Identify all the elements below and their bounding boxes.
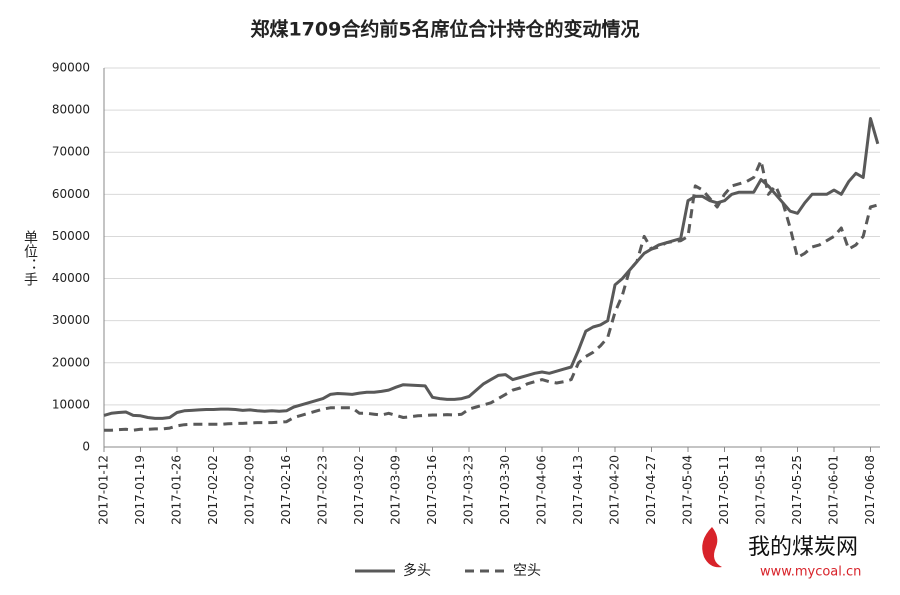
x-tick-label: 2017-04-20 xyxy=(608,455,622,525)
y-tick-label: 30000 xyxy=(52,313,90,327)
x-tick-label: 2017-05-18 xyxy=(754,455,768,525)
x-tick-label: 2017-05-11 xyxy=(717,455,731,525)
x-tick-label: 2017-04-06 xyxy=(535,455,549,525)
x-tick-label: 2017-03-23 xyxy=(462,455,476,525)
y-tick-label: 50000 xyxy=(52,229,90,243)
series-line xyxy=(103,117,880,420)
x-tick-label: 2017-02-02 xyxy=(206,455,220,525)
x-tick-label: 2017-06-01 xyxy=(827,455,841,525)
x-tick-label: 2017-04-13 xyxy=(571,455,585,525)
y-tick-label: 70000 xyxy=(52,145,90,159)
x-tick-label: 2017-03-30 xyxy=(498,455,512,525)
x-tick-label: 2017-01-26 xyxy=(170,455,184,525)
y-tick-label: 60000 xyxy=(52,187,90,201)
x-tick-label: 2017-02-09 xyxy=(243,455,257,525)
x-tick-label: 2017-02-23 xyxy=(316,455,330,525)
y-axis-label: 单位：手 xyxy=(22,230,38,287)
y-tick-label: 20000 xyxy=(52,355,90,369)
watermark-url: www.mycoal.cn xyxy=(760,565,861,580)
x-tick-label: 2017-04-27 xyxy=(644,455,658,525)
chart-title: 郑煤1709合约前5名席位合计持仓的变动情况 xyxy=(250,18,639,41)
watermark-name: 我的煤炭网 xyxy=(748,535,858,560)
y-tick-label: 10000 xyxy=(52,397,90,411)
y-tick-label: 90000 xyxy=(52,61,90,75)
x-tick-label: 2017-03-16 xyxy=(425,455,439,525)
legend-label: 空头 xyxy=(513,563,541,579)
x-tick-label: 2017-03-02 xyxy=(352,455,366,525)
x-tick-label: 2017-06-08 xyxy=(863,455,877,525)
y-tick-label: 0 xyxy=(82,440,90,454)
x-tick-label: 2017-05-25 xyxy=(790,455,804,525)
y-tick-label: 80000 xyxy=(52,103,90,117)
logo-flame xyxy=(702,527,722,568)
watermark: 我的煤炭网 www.mycoal.cn xyxy=(702,527,861,580)
x-tick-label: 2017-01-19 xyxy=(133,455,147,525)
x-tick-label: 2017-03-09 xyxy=(389,455,403,525)
x-tick-label: 2017-05-04 xyxy=(681,455,695,525)
series-line xyxy=(104,159,879,432)
x-tick-label: 2017-01-12 xyxy=(97,455,111,525)
legend-label: 多头 xyxy=(403,562,431,579)
x-tick-label: 2017-02-16 xyxy=(279,455,293,525)
y-tick-label: 40000 xyxy=(52,271,90,285)
